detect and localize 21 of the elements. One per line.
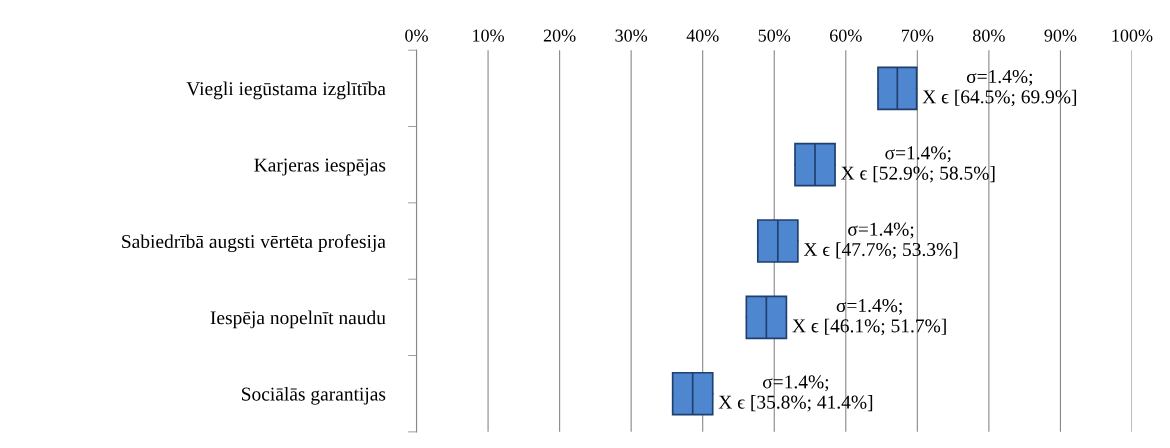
x-tick-label: 80% xyxy=(973,29,1005,42)
annotation: σ=1.4%; X ϵ [35.8%; 41.4%] xyxy=(718,375,873,412)
annotation: σ=1.4%; X ϵ [46.1%; 51.7%] xyxy=(792,298,946,336)
annotation: σ=1.4%; X ϵ [64.5%; 69.9%] xyxy=(922,69,1077,107)
x-tick-label: 20% xyxy=(543,29,576,42)
y-tick-label: Sabiedrībā augsti vērtēta profesija xyxy=(122,234,386,253)
x-tick-label: 60% xyxy=(830,29,862,42)
x-tick-label: 70% xyxy=(901,29,934,42)
annotation: σ=1.4%; X ϵ [52.9%; 58.5%] xyxy=(841,146,995,183)
annotation: σ=1.4%; X ϵ [47.7%; 53.3%] xyxy=(803,222,958,259)
x-tick-label: 40% xyxy=(686,29,719,42)
x-tick-label: 50% xyxy=(758,29,791,42)
y-tick-label: Karjeras iespējas xyxy=(254,158,386,176)
y-tick-label: Iespēja nopelnīt naudu xyxy=(210,310,386,329)
x-tick-label: 10% xyxy=(473,29,504,42)
x-tick-label: 100% xyxy=(1112,29,1153,42)
x-tick-label: 90% xyxy=(1044,29,1077,42)
x-tick-label: 30% xyxy=(615,29,648,42)
y-tick-label: Viegli iegūstama izglītība xyxy=(186,81,386,100)
x-tick-label: 0% xyxy=(405,29,428,42)
y-tick-label: Sociālās garantijas xyxy=(242,386,386,405)
